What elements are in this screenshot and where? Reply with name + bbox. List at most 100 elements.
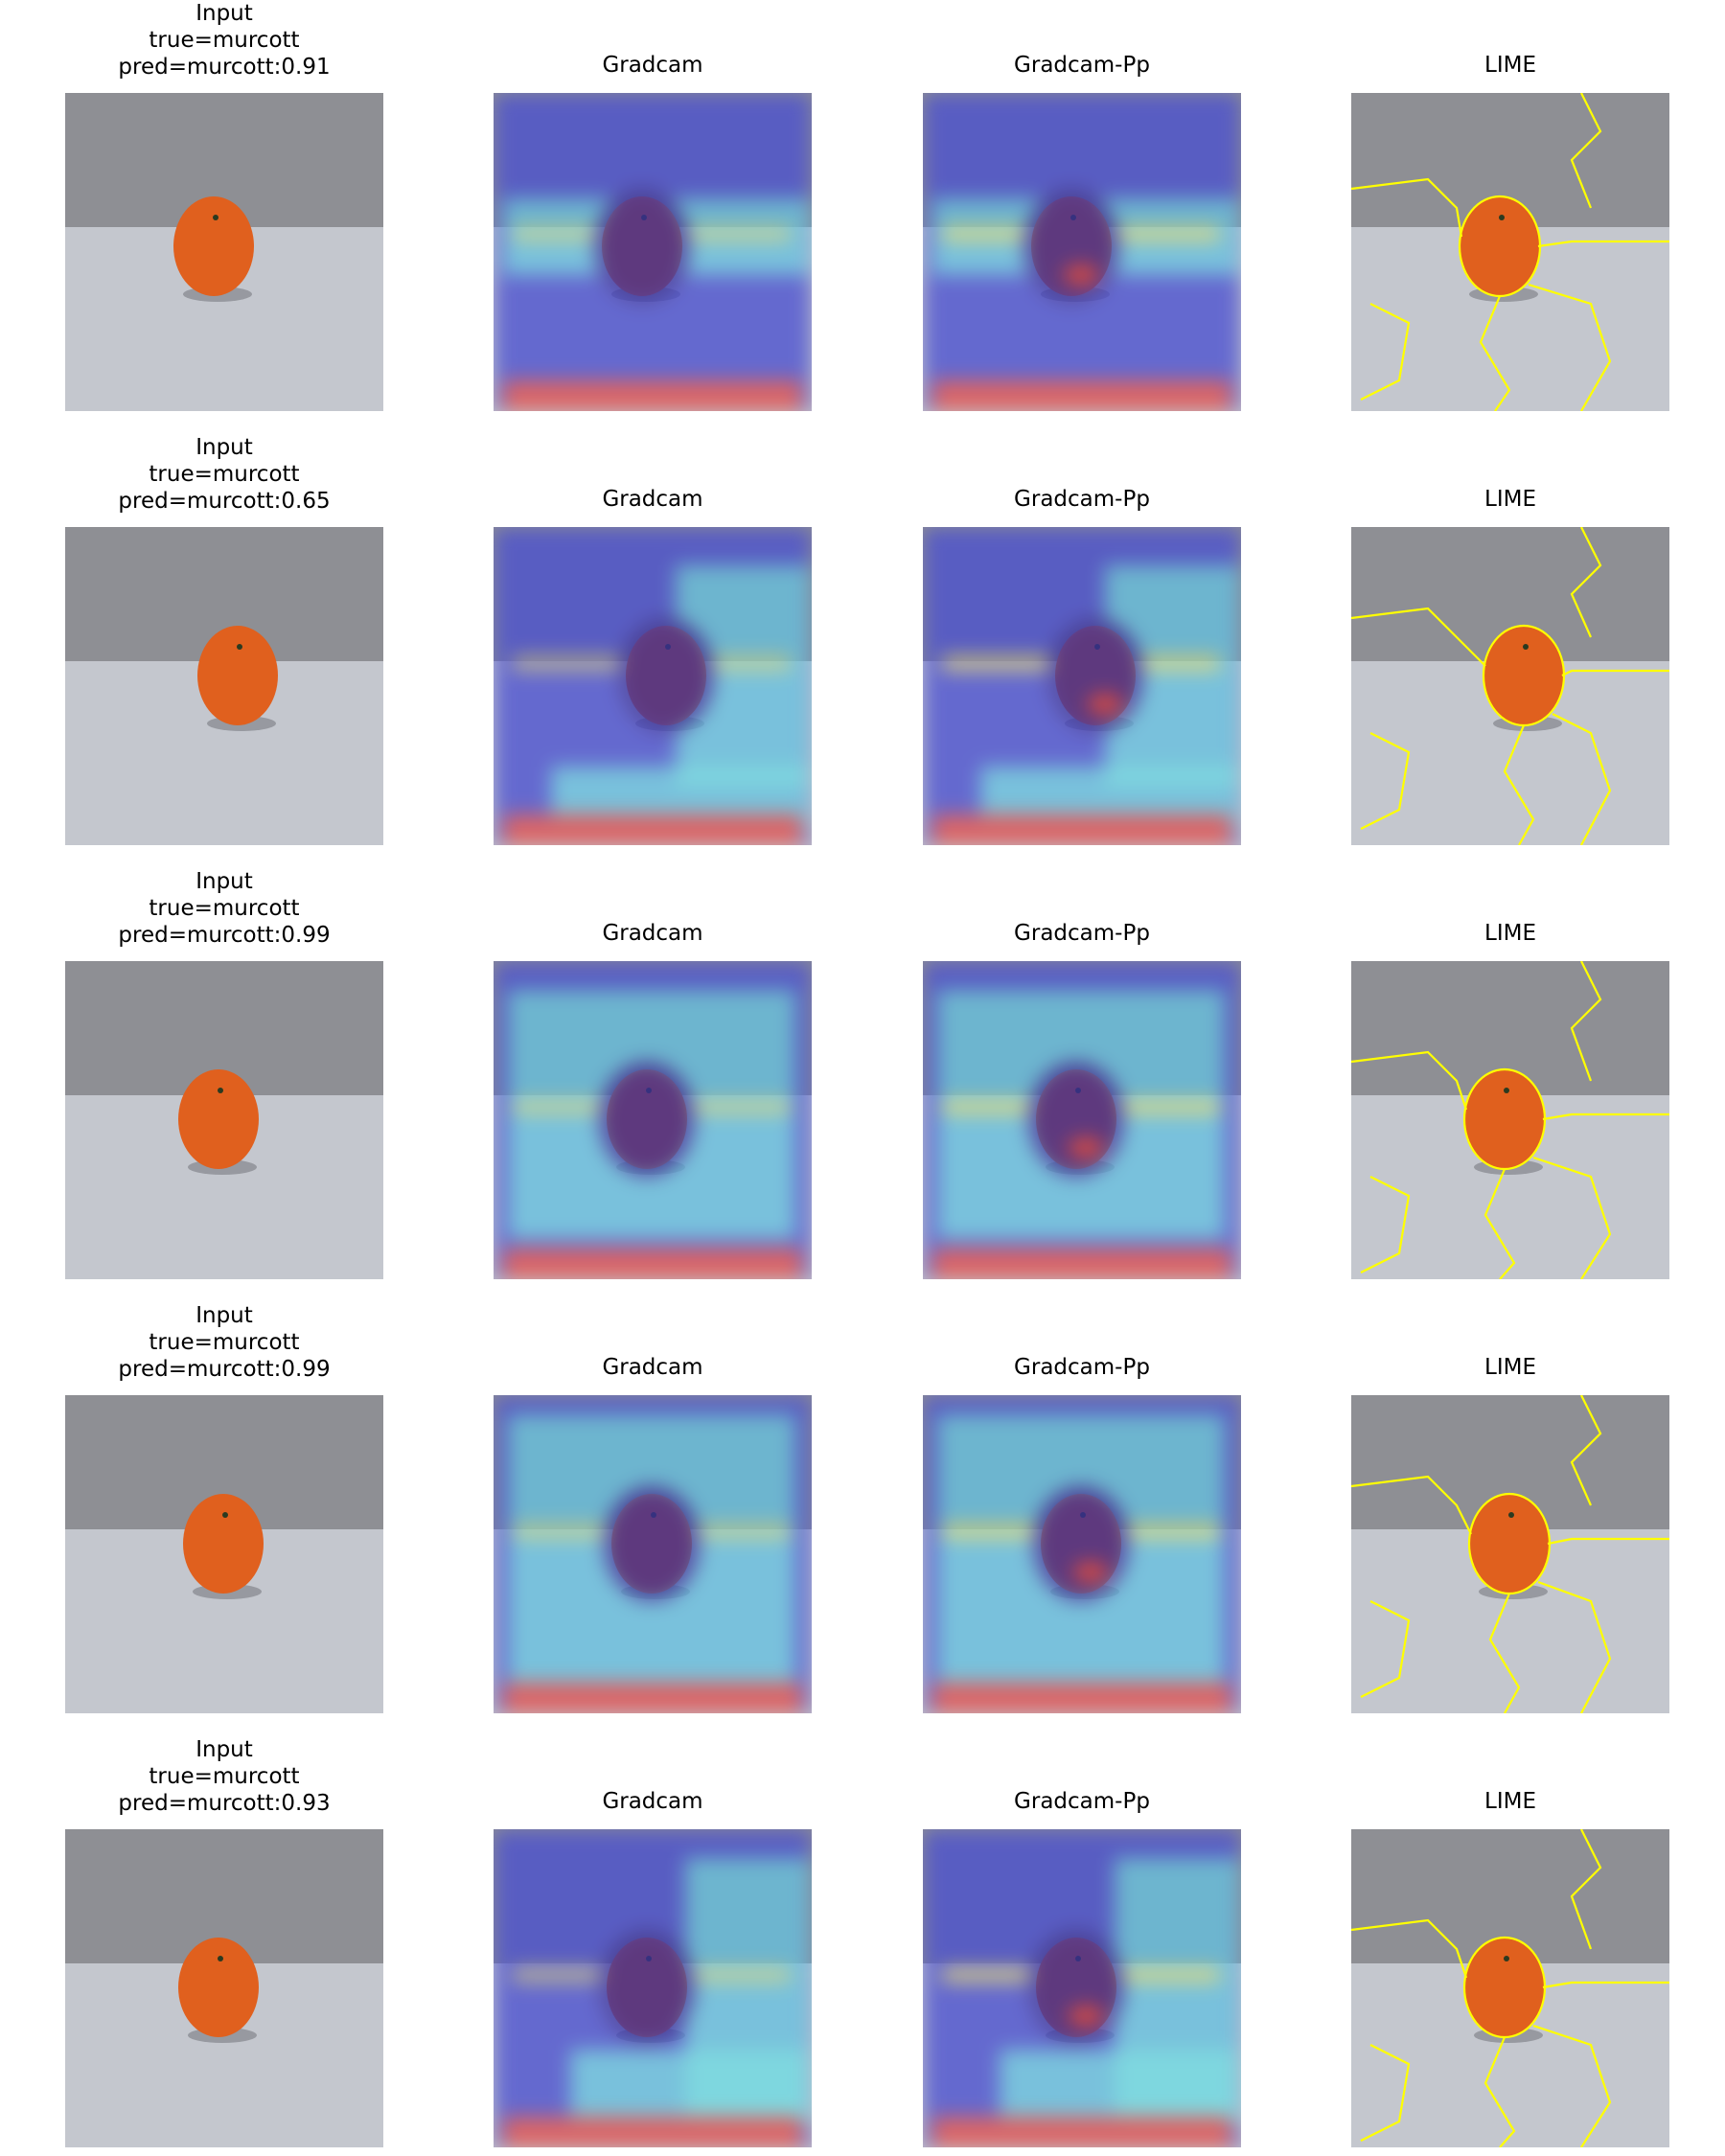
method-title: Gradcam-Pp xyxy=(881,920,1283,947)
true-label: true=murcott xyxy=(149,28,300,53)
gradcam-pp-image xyxy=(923,527,1241,845)
method-title: LIME xyxy=(1309,1354,1712,1381)
column-label: LIME xyxy=(1484,1355,1536,1380)
method-title: Gradcam xyxy=(451,486,854,513)
heatmap-overlay xyxy=(494,961,812,1279)
fruit xyxy=(1469,1494,1550,1594)
panel-canvas xyxy=(65,1829,383,2147)
heatmap-overlay xyxy=(923,1395,1241,1713)
fruit-stem xyxy=(213,215,218,220)
superpixel-boundary xyxy=(1542,1981,1669,1989)
column-label: Input xyxy=(196,1303,253,1328)
column-label: LIME xyxy=(1484,1789,1536,1814)
fruit xyxy=(1464,1938,1545,2037)
superpixel-boundary xyxy=(1528,283,1612,411)
superpixel-boundary xyxy=(1479,295,1511,411)
superpixel-boundary xyxy=(1351,1050,1468,1111)
fruit-stem xyxy=(1523,644,1529,650)
superpixel-boundary xyxy=(1484,1168,1516,1279)
fruit-stem xyxy=(1504,1956,1509,1961)
superpixel-boundary xyxy=(1351,1918,1468,1979)
superpixel-boundary xyxy=(1360,1600,1411,1698)
superpixel-boundary xyxy=(1360,1176,1411,1273)
panel-canvas xyxy=(1351,93,1669,411)
lime-image xyxy=(1351,1395,1669,1713)
pred-label: pred=murcott:0.65 xyxy=(118,489,331,514)
input-title: Input true=murcott pred=murcott:0.93 xyxy=(23,1736,426,1817)
fruit xyxy=(1464,1069,1545,1169)
gradcam-image xyxy=(494,961,812,1279)
fruit xyxy=(1460,196,1540,296)
panel-canvas xyxy=(923,1395,1241,1713)
gradcam-pp-image xyxy=(923,1395,1241,1713)
superpixel-boundary xyxy=(1570,1395,1602,1506)
method-title: Gradcam xyxy=(451,1788,854,1815)
column-label: Gradcam-Pp xyxy=(1014,1789,1150,1814)
gradcam-pp-image xyxy=(923,1829,1241,2147)
input-image xyxy=(65,1395,383,1713)
true-label: true=murcott xyxy=(149,1764,300,1789)
true-label: true=murcott xyxy=(149,1330,300,1355)
superpixel-boundary xyxy=(1360,303,1411,401)
column-label: Gradcam-Pp xyxy=(1014,1355,1150,1380)
column-label: Gradcam-Pp xyxy=(1014,921,1150,946)
heatmap-overlay xyxy=(923,93,1241,411)
column-label: Gradcam-Pp xyxy=(1014,53,1150,78)
panel-canvas xyxy=(65,961,383,1279)
superpixel-boundary xyxy=(1532,2024,1612,2147)
lime-image xyxy=(1351,527,1669,845)
pred-label: pred=murcott:0.99 xyxy=(118,1357,331,1382)
fruit xyxy=(178,1069,259,1169)
superpixel-boundary xyxy=(1484,2036,1516,2147)
gradcam-image xyxy=(494,1829,812,2147)
panel-canvas xyxy=(923,93,1241,411)
panel-canvas xyxy=(65,1395,383,1713)
fruit-stem xyxy=(218,1088,223,1093)
column-label: LIME xyxy=(1484,921,1536,946)
method-title: Gradcam-Pp xyxy=(881,1788,1283,1815)
method-title: Gradcam-Pp xyxy=(881,52,1283,79)
method-title: Gradcam xyxy=(451,1354,854,1381)
superpixel-boundary xyxy=(1547,1537,1669,1546)
lime-image xyxy=(1351,961,1669,1279)
column-label: LIME xyxy=(1484,53,1536,78)
method-title: Gradcam xyxy=(451,920,854,947)
heatmap-overlay xyxy=(923,961,1241,1279)
panel-canvas xyxy=(923,527,1241,845)
panel-canvas xyxy=(494,93,812,411)
panel-canvas xyxy=(923,961,1241,1279)
superpixel-boundary xyxy=(1351,177,1463,238)
fruit xyxy=(178,1938,259,2037)
input-title: Input true=murcott pred=murcott:0.65 xyxy=(23,434,426,515)
panel-canvas xyxy=(65,93,383,411)
column-label: Gradcam xyxy=(602,1355,703,1380)
panel-canvas xyxy=(494,1829,812,2147)
panel-canvas xyxy=(1351,1395,1669,1713)
column-label: Input xyxy=(196,869,253,894)
superpixel-boundary xyxy=(1570,527,1602,638)
method-title: Gradcam-Pp xyxy=(881,1354,1283,1381)
column-label: Gradcam xyxy=(602,487,703,512)
panel-canvas xyxy=(1351,527,1669,845)
fruit-stem xyxy=(1508,1512,1514,1518)
fruit-stem xyxy=(222,1512,228,1518)
input-image xyxy=(65,93,383,411)
true-label: true=murcott xyxy=(149,462,300,487)
fruit-stem xyxy=(218,1956,223,1961)
pred-label: pred=murcott:0.99 xyxy=(118,923,331,948)
true-label: true=murcott xyxy=(149,896,300,921)
superpixel-boundary xyxy=(1570,93,1602,209)
heatmap-overlay xyxy=(494,93,812,411)
lime-image xyxy=(1351,1829,1669,2147)
fruit-stem xyxy=(1499,215,1505,220)
column-label: Input xyxy=(196,1,253,26)
method-title: LIME xyxy=(1309,920,1712,947)
superpixel-boundary xyxy=(1552,713,1612,845)
panel-canvas xyxy=(1351,961,1669,1279)
fruit xyxy=(183,1494,264,1594)
input-image xyxy=(65,961,383,1279)
column-label: Input xyxy=(196,1737,253,1762)
input-title: Input true=murcott pred=murcott:0.99 xyxy=(23,1302,426,1383)
heatmap-overlay xyxy=(494,1829,812,2147)
column-label: Input xyxy=(196,435,253,460)
